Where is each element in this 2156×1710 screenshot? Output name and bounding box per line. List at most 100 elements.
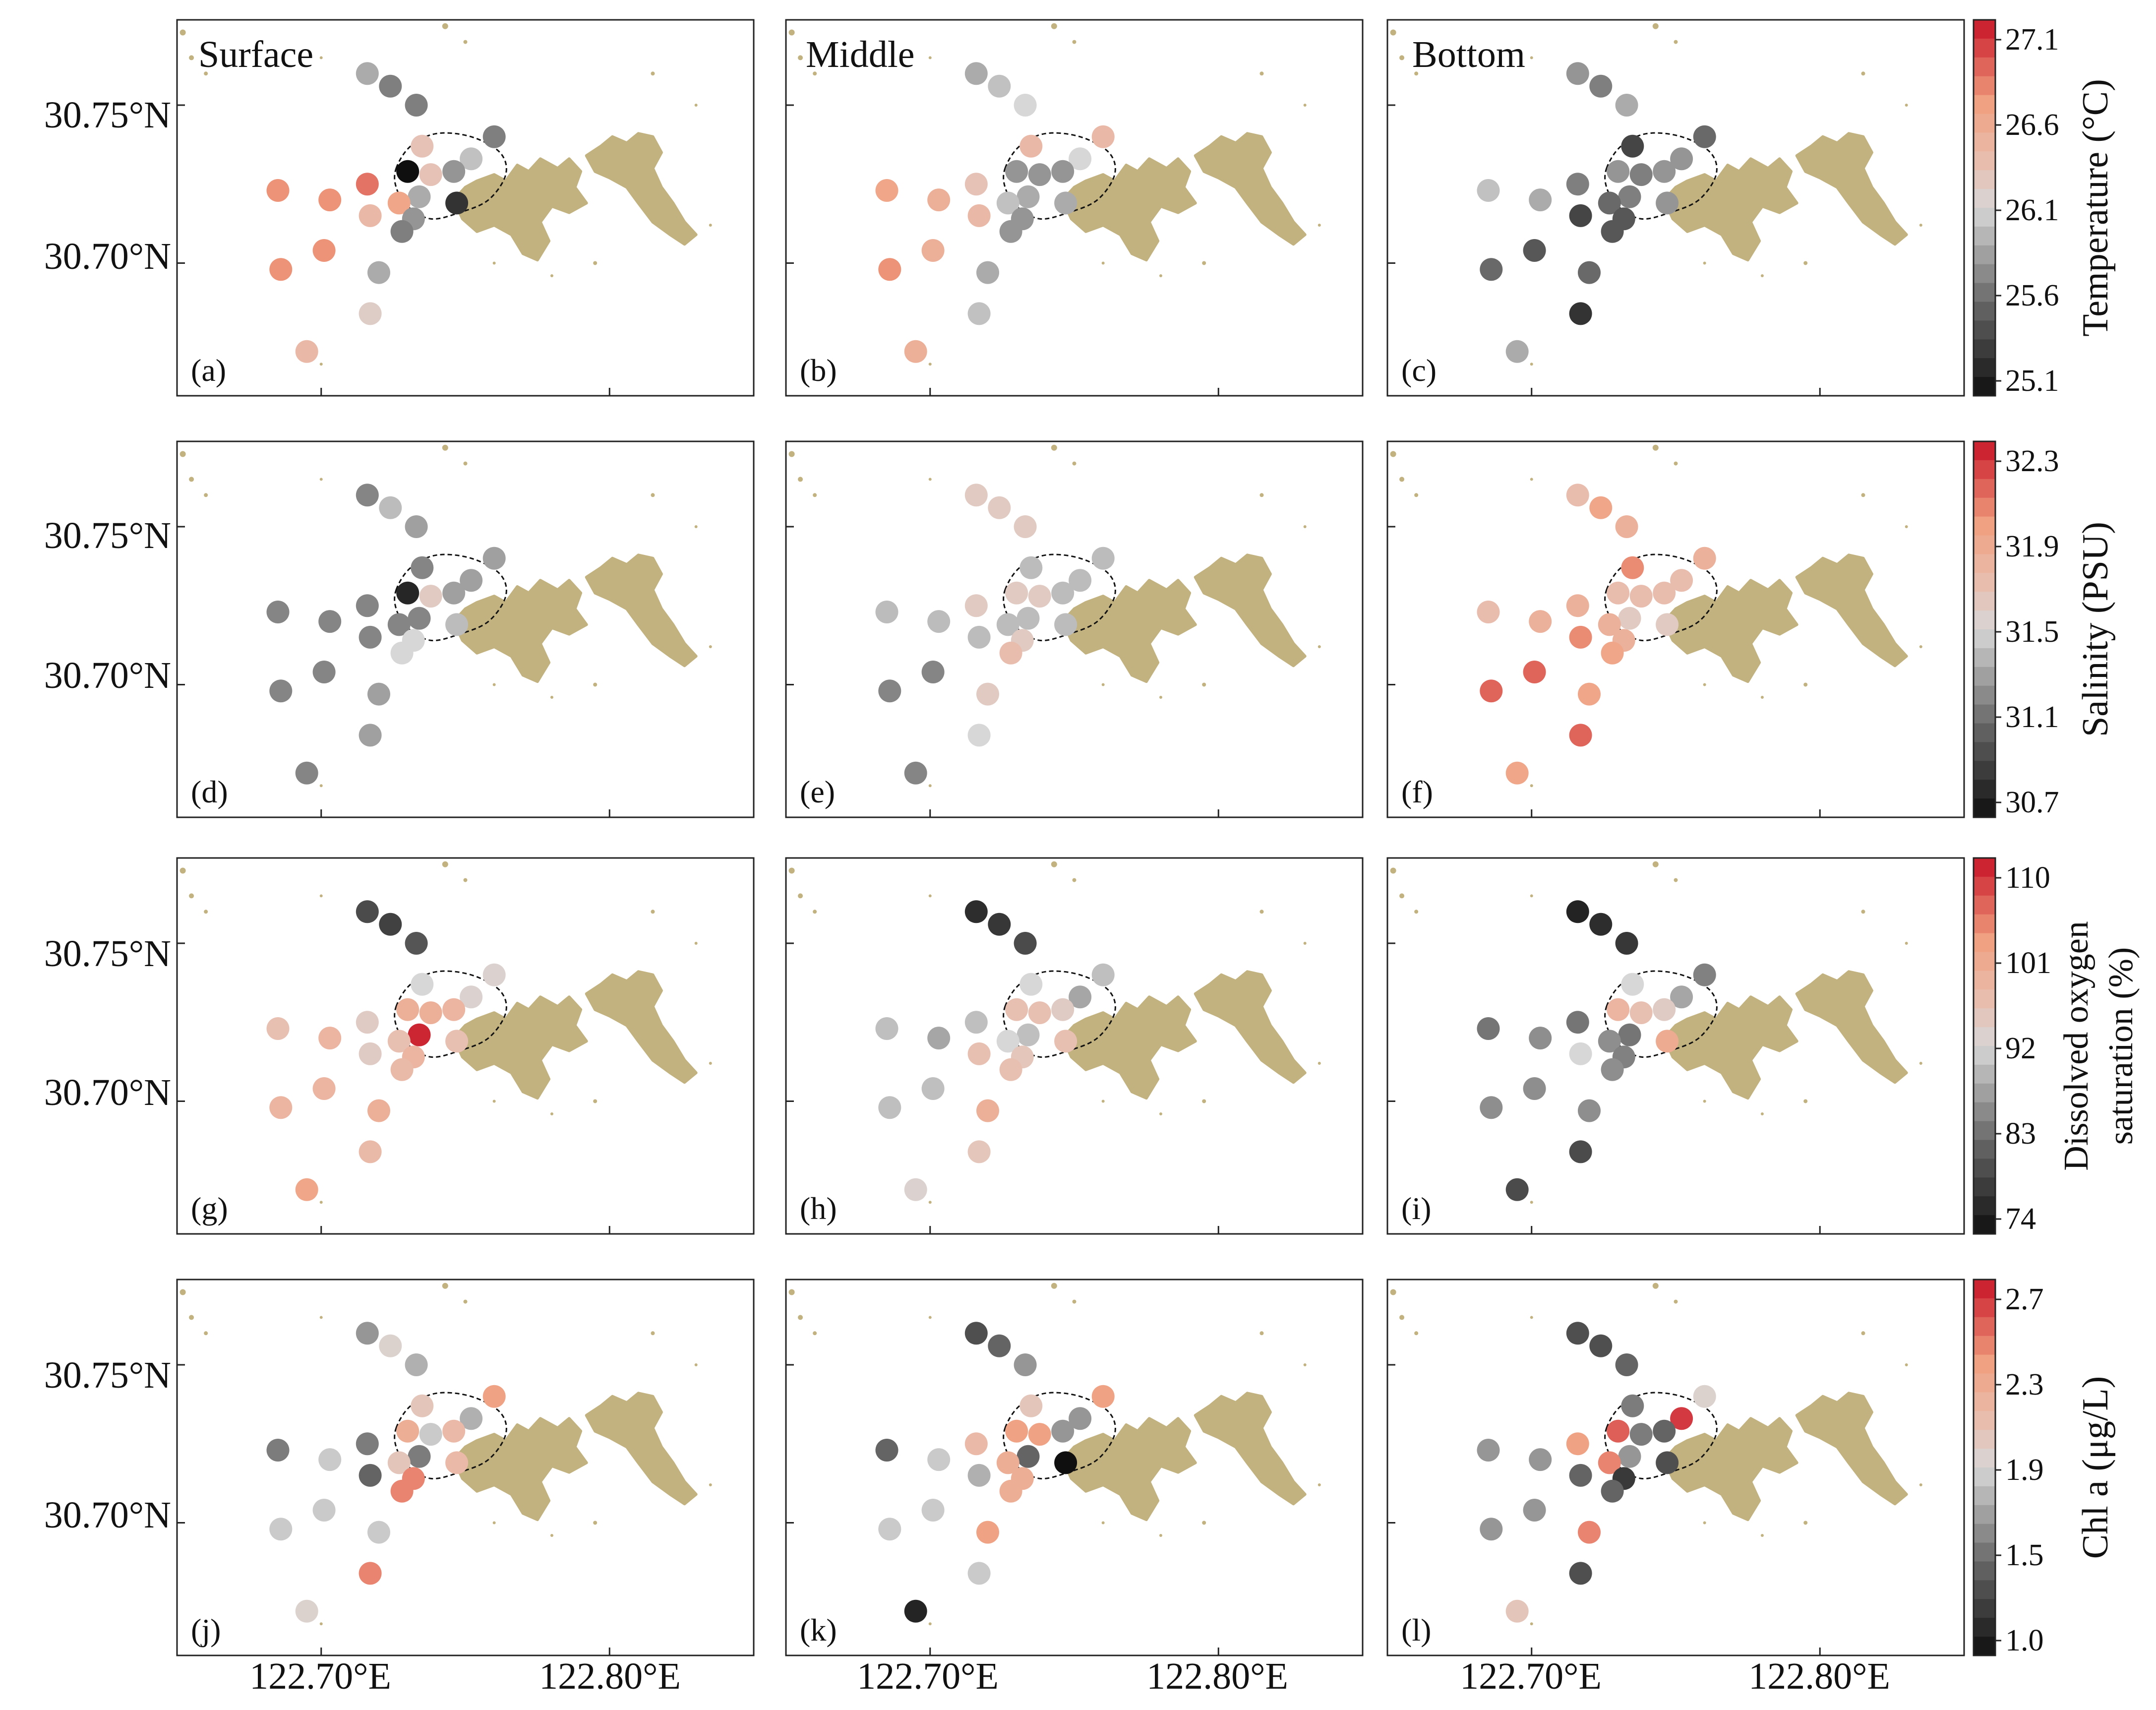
colorbar-tick-label: 83 xyxy=(2005,1117,2036,1151)
y-tick-label: 30.75°N xyxy=(44,94,171,136)
colorbar-segment xyxy=(1974,1542,1995,1562)
islet-land xyxy=(1652,1282,1659,1289)
panel-letter: (g) xyxy=(191,1191,228,1226)
station-point-S6 xyxy=(482,963,506,986)
islet-land xyxy=(319,1622,323,1626)
islet-land xyxy=(593,682,598,687)
station-point-S9 xyxy=(1653,160,1676,183)
study-area-boundary xyxy=(394,132,507,220)
station-point-S9 xyxy=(442,160,466,183)
station-point-S19 xyxy=(1477,601,1500,623)
islet-land xyxy=(1530,894,1533,898)
station-point-S22 xyxy=(269,679,293,703)
islet-land xyxy=(651,910,655,914)
station-point-S2 xyxy=(988,1334,1011,1357)
panel-letter: (f) xyxy=(1401,774,1433,809)
islet-land xyxy=(319,1316,323,1319)
panel-letter: (a) xyxy=(191,353,226,388)
station-point-S21 xyxy=(312,661,336,683)
station-point-S17 xyxy=(367,261,390,284)
station-point-S7 xyxy=(396,581,419,605)
colorbar-segment xyxy=(1974,798,1995,818)
station-point-S23 xyxy=(904,1178,927,1201)
station-point-S11 xyxy=(1054,613,1078,636)
colorbar-segment xyxy=(1974,208,1995,227)
station-point-S14 xyxy=(1601,220,1624,243)
station-point-S4 xyxy=(411,556,434,579)
islet-land xyxy=(1530,784,1533,788)
station-point-S9 xyxy=(442,581,466,605)
island-land xyxy=(1061,995,1197,1100)
islet-land xyxy=(1399,893,1405,899)
islet-land xyxy=(694,525,698,528)
island-land xyxy=(1663,157,1798,262)
colorbar-tick-label: 1.5 xyxy=(2005,1538,2044,1572)
islet-land xyxy=(319,894,323,898)
islet-land xyxy=(463,461,468,466)
islet-land xyxy=(1259,493,1264,497)
island-land xyxy=(1194,553,1307,668)
station-point-S12 xyxy=(996,613,1019,636)
islet-land xyxy=(492,1099,496,1103)
colorbar-segment xyxy=(1974,189,1995,208)
station-point-S18 xyxy=(1569,1140,1592,1163)
study-area-boundary xyxy=(1604,1392,1718,1480)
station-point-S6 xyxy=(1091,125,1115,148)
islet-land xyxy=(1303,1363,1307,1366)
colorbar-segment xyxy=(1974,1486,1995,1506)
island-land xyxy=(585,1392,698,1506)
y-tick-label: 30.70°N xyxy=(44,655,171,696)
islet-land xyxy=(1390,29,1396,36)
station-point-S15 xyxy=(356,1432,379,1456)
colorbars-layer: 27.1 26.6 26.1 25.6 25.1 Temperature (°C) 32.3… xyxy=(1973,19,2140,1657)
station-point-S20 xyxy=(1529,1027,1552,1050)
colorbar-segment xyxy=(1974,667,1995,686)
station-point-S16 xyxy=(967,625,991,649)
map-panel-temperature-middle: (b) xyxy=(785,19,1364,397)
islet-land xyxy=(1202,682,1206,687)
island-land xyxy=(452,1417,588,1522)
colorbar-segment xyxy=(1974,1102,1995,1122)
islet-land xyxy=(1072,461,1077,466)
station-point-S19 xyxy=(266,601,290,623)
station-point-S11 xyxy=(445,613,469,636)
station-point-S10 xyxy=(408,1023,431,1046)
station-point-S20 xyxy=(927,188,951,212)
colorbar-segment xyxy=(1974,1524,1995,1543)
station-point-S2 xyxy=(1589,496,1613,519)
station-point-S23 xyxy=(295,1178,318,1201)
station-point-S16 xyxy=(359,1464,382,1487)
colorbar-tick-label: 26.6 xyxy=(2005,108,2059,142)
islet-land xyxy=(1674,461,1678,466)
colorbar-segment xyxy=(1974,895,1995,915)
colorbar-segment xyxy=(1974,1430,1995,1449)
station-point-S4 xyxy=(1621,1394,1644,1417)
islet-land xyxy=(1101,261,1105,265)
station-point-S21 xyxy=(921,1499,945,1522)
islet-land xyxy=(593,1099,598,1103)
colorbar-segment xyxy=(1974,302,1995,321)
islet-land xyxy=(189,893,194,899)
station-point-S1 xyxy=(964,1322,988,1345)
colorbar-segment xyxy=(1974,629,1995,649)
islet-land xyxy=(319,784,323,788)
station-point-S12 xyxy=(387,1451,411,1474)
colorbar-segment xyxy=(1974,57,1995,77)
islet-land xyxy=(1303,525,1307,528)
station-point-S16 xyxy=(359,204,382,227)
islet-land xyxy=(1318,645,1321,649)
station-point-S3 xyxy=(1014,932,1037,955)
islet-land xyxy=(1390,867,1396,874)
station-point-S16 xyxy=(967,1042,991,1065)
station-point-S18 xyxy=(359,1140,382,1163)
islet-land xyxy=(319,363,323,366)
station-point-S23 xyxy=(1505,340,1529,363)
islet-land xyxy=(788,1289,795,1295)
station-point-S23 xyxy=(295,1599,318,1623)
study-area-boundary xyxy=(1604,970,1718,1058)
station-point-S11 xyxy=(1054,1030,1078,1053)
station-point-S3 xyxy=(1615,515,1638,538)
station-point-S8 xyxy=(1629,1001,1653,1025)
colorbar-tick-label: 27.1 xyxy=(2005,23,2059,57)
station-point-S7 xyxy=(396,998,419,1021)
